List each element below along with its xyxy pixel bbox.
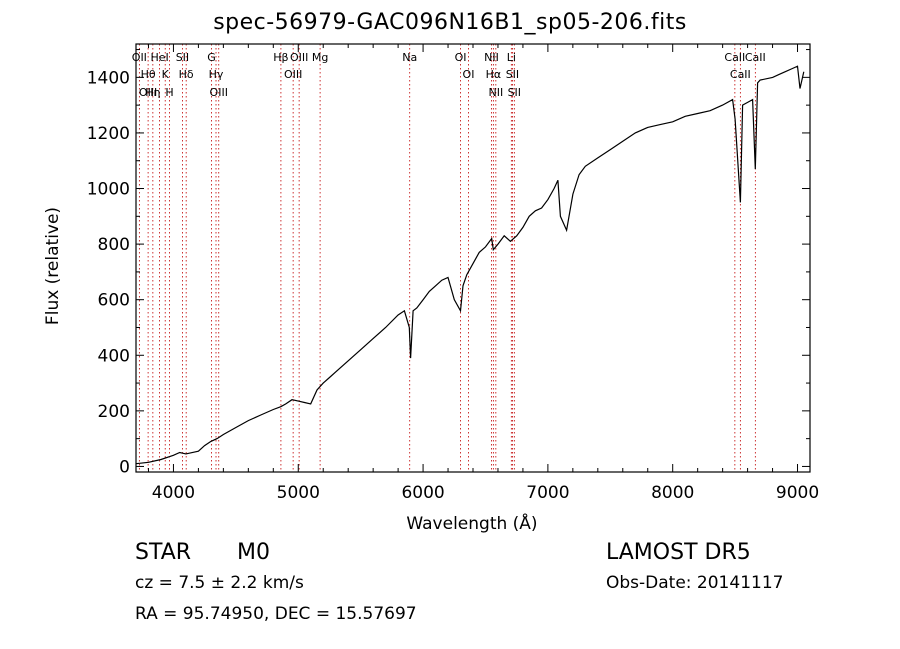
- x-tick-label: 4000: [152, 483, 195, 503]
- spectrum-series-line: [135, 65, 805, 465]
- line-marker-label: Hη: [145, 86, 160, 99]
- class-label: STAR: [135, 540, 192, 565]
- x-tick-label: 6000: [401, 483, 444, 503]
- line-marker-label: NII: [484, 51, 499, 64]
- x-axis-ticks: 4000 5000 6000 7000 8000 9000: [147, 44, 819, 503]
- y-tick-label: 1200: [87, 124, 130, 144]
- line-marker-label: Hθ: [141, 68, 156, 81]
- x-tick-label: 5000: [277, 483, 320, 503]
- y-tick-label: 0: [119, 457, 130, 477]
- y-tick-label: 600: [98, 291, 130, 311]
- y-tick-label: 1000: [87, 180, 130, 200]
- y-tick-label: 200: [98, 402, 130, 422]
- line-marker-label: NII: [488, 86, 503, 99]
- line-marker-label: SII: [176, 51, 189, 64]
- y-tick-label: 800: [98, 235, 130, 255]
- line-marker-label: Hβ: [273, 51, 288, 64]
- redshift-readout: cz = 7.5 ± 2.2 km/s: [135, 573, 304, 593]
- x-tick-label: 8000: [651, 483, 694, 503]
- y-axis-ticks: 0 200 400 600 800 1000 1200 1400: [87, 49, 810, 477]
- line-marker-label: Hα: [486, 68, 502, 81]
- line-marker-label: SII: [506, 68, 519, 81]
- x-axis-label: Wavelength (Å): [406, 512, 537, 534]
- line-marker-label: OI: [455, 51, 467, 64]
- line-marker-label: CaII: [724, 51, 745, 64]
- line-marker-label: Hγ: [209, 68, 224, 81]
- coordinates-readout: RA = 95.74950, DEC = 15.57697: [135, 604, 417, 624]
- line-marker-label: G: [207, 51, 216, 64]
- line-marker-label: OII: [132, 51, 147, 64]
- emission-line-markers: [138, 44, 756, 472]
- survey-label: LAMOST DR5: [606, 540, 751, 565]
- line-marker-label: Li: [507, 51, 516, 64]
- x-tick-label: 9000: [776, 483, 819, 503]
- line-marker-label: HeI: [150, 51, 168, 64]
- y-tick-label: 400: [98, 346, 130, 366]
- line-marker-label: OI: [463, 68, 475, 81]
- line-marker-label: SII: [508, 86, 521, 99]
- line-marker-label: CaII: [745, 51, 766, 64]
- subclass-label: M0: [237, 540, 270, 565]
- line-marker-label: Hδ: [179, 68, 194, 81]
- line-marker-label: OIII: [290, 51, 308, 64]
- line-marker-label: OIII: [284, 68, 302, 81]
- line-marker-label: OIII: [210, 86, 228, 99]
- plot-frame: [135, 43, 811, 473]
- observation-date: Obs-Date: 20141117: [606, 573, 784, 593]
- line-marker-label: Mg: [312, 51, 328, 64]
- x-tick-label: 7000: [526, 483, 569, 503]
- y-tick-label: 1400: [87, 68, 130, 88]
- y-axis-label: Flux (relative): [43, 207, 63, 325]
- line-marker-label: CaII: [730, 68, 751, 81]
- chart-title: spec-56979-GAC096N16B1_sp05-206.fits: [213, 10, 687, 35]
- line-marker-label: OIII: [139, 86, 157, 99]
- line-marker-label: Na: [402, 51, 417, 64]
- line-marker-label: K: [162, 68, 170, 81]
- line-marker-label: H: [165, 86, 173, 99]
